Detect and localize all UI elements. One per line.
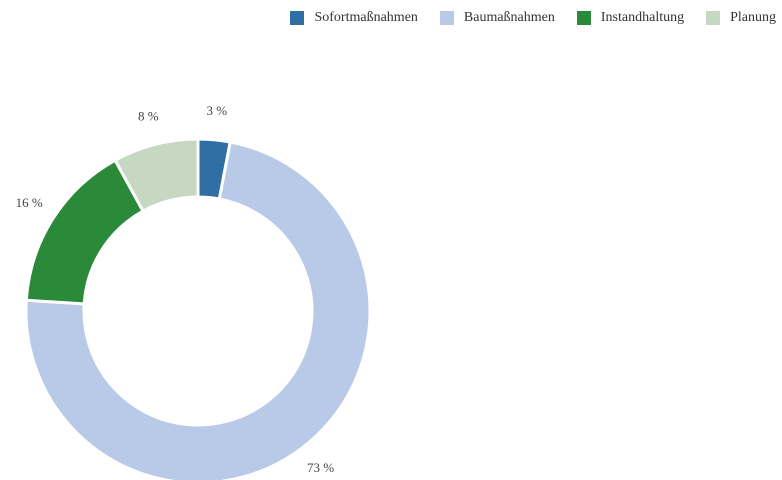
- legend-swatch: [439, 11, 454, 25]
- legend-label: Instandhaltung: [600, 10, 685, 25]
- legend-item: Baumaßnahmen: [439, 10, 555, 26]
- legend-item: Instandhaltung: [576, 10, 685, 26]
- data-label: 16 %: [16, 195, 43, 210]
- legend-label: Sofortmaßnahmen: [314, 10, 418, 25]
- legend-item: Planung: [706, 10, 776, 26]
- data-label: 8 %: [138, 108, 159, 123]
- data-label: 73 %: [307, 460, 334, 475]
- legend: Sofortmaßnahmen Baumaßnahmen Instandhaltun…: [290, 10, 776, 26]
- slice: [24, 140, 372, 480]
- legend-label: Baumaßnahmen: [463, 10, 555, 25]
- legend-swatch: [576, 11, 591, 25]
- data-label: 3 %: [207, 103, 228, 118]
- slice: [113, 137, 200, 214]
- legend-item: Sofortmaßnahmen: [290, 10, 418, 26]
- legend-label: Planung: [730, 10, 776, 25]
- legend-swatch: [290, 11, 305, 25]
- legend-swatch: [706, 11, 721, 25]
